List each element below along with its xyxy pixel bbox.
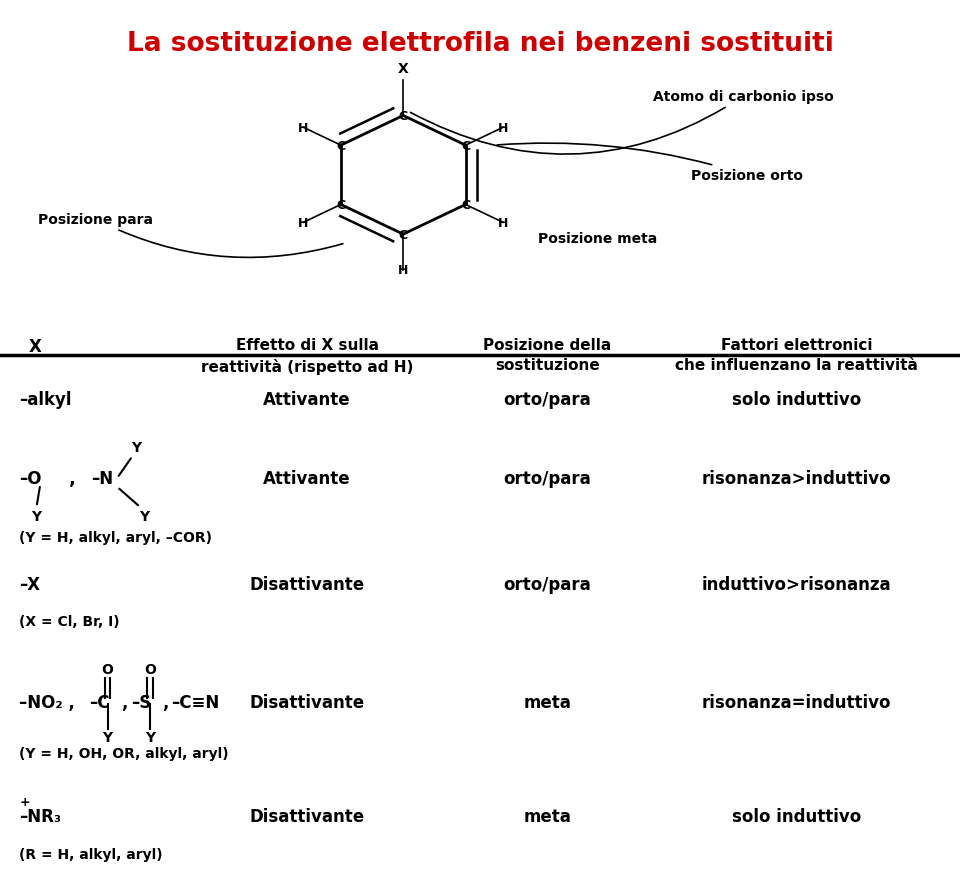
Text: O: O bbox=[102, 662, 113, 676]
Text: Atomo di carbonio ipso: Atomo di carbonio ipso bbox=[411, 90, 833, 155]
Text: (X = Cl, Br, I): (X = Cl, Br, I) bbox=[19, 615, 120, 629]
Text: ,: , bbox=[68, 470, 76, 487]
Text: (R = H, alkyl, aryl): (R = H, alkyl, aryl) bbox=[19, 847, 163, 861]
Text: –NR₃: –NR₃ bbox=[19, 808, 61, 825]
Text: (Y = H, alkyl, aryl, –COR): (Y = H, alkyl, aryl, –COR) bbox=[19, 530, 212, 544]
Text: Disattivante: Disattivante bbox=[250, 808, 365, 825]
Text: H: H bbox=[498, 122, 508, 134]
Text: +: + bbox=[19, 795, 30, 808]
Text: C: C bbox=[336, 140, 346, 153]
Text: meta: meta bbox=[523, 808, 571, 825]
Text: solo induttivo: solo induttivo bbox=[732, 808, 861, 825]
Text: Disattivante: Disattivante bbox=[250, 575, 365, 593]
Text: Effetto di X sulla
reattività (rispetto ad H): Effetto di X sulla reattività (rispetto … bbox=[201, 338, 414, 374]
Text: solo induttivo: solo induttivo bbox=[732, 391, 861, 408]
Text: La sostituzione elettrofila nei benzeni sostituiti: La sostituzione elettrofila nei benzeni … bbox=[127, 31, 833, 57]
Text: Attivante: Attivante bbox=[263, 391, 351, 408]
Text: risonanza>induttivo: risonanza>induttivo bbox=[702, 470, 892, 487]
Text: orto/para: orto/para bbox=[503, 391, 591, 408]
Text: orto/para: orto/para bbox=[503, 575, 591, 593]
Text: Y: Y bbox=[132, 441, 141, 455]
Text: (Y = H, OH, OR, alkyl, aryl): (Y = H, OH, OR, alkyl, aryl) bbox=[19, 746, 228, 760]
Text: Posizione meta: Posizione meta bbox=[538, 232, 657, 246]
Text: Y: Y bbox=[139, 509, 149, 523]
Text: Fattori elettronici
che influenzano la reattività: Fattori elettronici che influenzano la r… bbox=[676, 338, 918, 373]
Text: Posizione orto: Posizione orto bbox=[497, 144, 804, 183]
Text: Y: Y bbox=[32, 509, 41, 523]
Text: –O: –O bbox=[19, 470, 41, 487]
Text: Disattivante: Disattivante bbox=[250, 694, 365, 711]
Text: Y: Y bbox=[103, 730, 112, 745]
Text: ,: , bbox=[121, 694, 128, 711]
Text: –N: –N bbox=[91, 470, 113, 487]
Text: –C≡N: –C≡N bbox=[171, 694, 219, 711]
Text: Y: Y bbox=[145, 730, 155, 745]
Text: H: H bbox=[398, 264, 408, 277]
Text: meta: meta bbox=[523, 694, 571, 711]
Text: Posizione para: Posizione para bbox=[38, 212, 343, 258]
Text: induttivo>risonanza: induttivo>risonanza bbox=[702, 575, 892, 593]
Text: C: C bbox=[336, 198, 346, 212]
Text: –alkyl: –alkyl bbox=[19, 391, 72, 408]
Text: H: H bbox=[299, 217, 308, 229]
Text: risonanza=induttivo: risonanza=induttivo bbox=[702, 694, 892, 711]
Text: –S: –S bbox=[132, 694, 152, 711]
Text: ,: , bbox=[162, 694, 169, 711]
Text: C: C bbox=[461, 140, 470, 153]
Text: –NO₂ ,: –NO₂ , bbox=[19, 694, 75, 711]
Text: H: H bbox=[299, 122, 308, 134]
Text: –C: –C bbox=[89, 694, 109, 711]
Text: H: H bbox=[498, 217, 508, 229]
Text: O: O bbox=[144, 662, 156, 676]
Text: C: C bbox=[461, 198, 470, 212]
Text: C: C bbox=[398, 110, 408, 123]
Text: C: C bbox=[398, 228, 408, 241]
Text: Posizione della
sostituzione: Posizione della sostituzione bbox=[483, 338, 612, 373]
Text: orto/para: orto/para bbox=[503, 470, 591, 487]
Text: –X: –X bbox=[19, 575, 40, 593]
Text: Attivante: Attivante bbox=[263, 470, 351, 487]
Text: X: X bbox=[397, 62, 409, 76]
Text: X: X bbox=[29, 338, 41, 356]
